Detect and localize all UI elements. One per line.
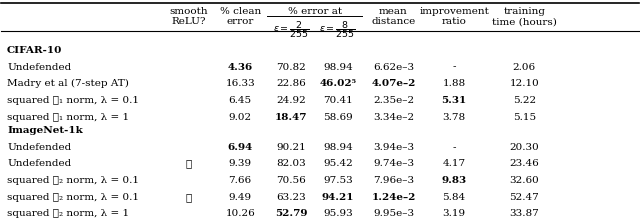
Text: 2.06: 2.06 [513,63,536,72]
Text: 5.31: 5.31 [442,96,467,105]
Text: -: - [452,143,456,152]
Text: 7.66: 7.66 [228,176,252,185]
Text: 16.33: 16.33 [225,79,255,88]
Text: % error at: % error at [287,7,342,16]
Text: 4.07e–2: 4.07e–2 [371,79,415,88]
Text: 9.39: 9.39 [228,159,252,169]
Text: 70.82: 70.82 [276,63,306,72]
Text: 46.02⁵: 46.02⁵ [319,79,356,88]
Text: $\varepsilon = \dfrac{2}{255}$: $\varepsilon = \dfrac{2}{255}$ [273,19,310,40]
Text: -: - [452,63,456,72]
Text: smooth
ReLU?: smooth ReLU? [170,7,209,26]
Text: 6.45: 6.45 [228,96,252,105]
Text: 32.60: 32.60 [509,176,540,185]
Text: 22.86: 22.86 [276,79,306,88]
Text: 9.74e–3: 9.74e–3 [373,159,414,169]
Text: ImageNet-1k: ImageNet-1k [7,126,83,135]
Text: 9.83: 9.83 [442,176,467,185]
Text: Madry et al (7-step AT): Madry et al (7-step AT) [7,79,129,88]
Text: 5.15: 5.15 [513,112,536,121]
Text: squared ℓ₂ norm, λ = 0.1: squared ℓ₂ norm, λ = 0.1 [7,193,139,202]
Text: 9.95e–3: 9.95e–3 [373,209,414,218]
Text: 10.26: 10.26 [225,209,255,218]
Text: 94.21: 94.21 [322,193,354,202]
Text: improvement
ratio: improvement ratio [419,7,489,26]
Text: mean
distance: mean distance [371,7,415,26]
Text: 6.94: 6.94 [228,143,253,152]
Text: % clean
error: % clean error [220,7,260,26]
Text: squared ℓ₂ norm, λ = 0.1: squared ℓ₂ norm, λ = 0.1 [7,176,139,185]
Text: 23.46: 23.46 [509,159,540,169]
Text: 6.62e–3: 6.62e–3 [373,63,414,72]
Text: 3.78: 3.78 [442,112,466,121]
Text: 95.93: 95.93 [323,209,353,218]
Text: 1.24e–2: 1.24e–2 [371,193,415,202]
Text: CIFAR-10: CIFAR-10 [7,46,63,55]
Text: 3.19: 3.19 [442,209,466,218]
Text: 52.79: 52.79 [275,209,307,218]
Text: 98.94: 98.94 [323,63,353,72]
Text: 58.69: 58.69 [323,112,353,121]
Text: 9.49: 9.49 [228,193,252,202]
Text: 5.84: 5.84 [442,193,466,202]
Text: 33.87: 33.87 [509,209,540,218]
Text: squared ℓ₁ norm, λ = 1: squared ℓ₁ norm, λ = 1 [7,112,129,121]
Text: 5.22: 5.22 [513,96,536,105]
Text: squared ℓ₁ norm, λ = 0.1: squared ℓ₁ norm, λ = 0.1 [7,96,139,105]
Text: Undefended: Undefended [7,63,71,72]
Text: 97.53: 97.53 [323,176,353,185]
Text: 90.21: 90.21 [276,143,306,152]
Text: 18.47: 18.47 [275,112,307,121]
Text: 82.03: 82.03 [276,159,306,169]
Text: Undefended: Undefended [7,143,71,152]
Text: ✓: ✓ [186,159,192,169]
Text: 12.10: 12.10 [509,79,540,88]
Text: 20.30: 20.30 [509,143,540,152]
Text: 3.94e–3: 3.94e–3 [373,143,414,152]
Text: 52.47: 52.47 [509,193,540,202]
Text: 4.36: 4.36 [228,63,253,72]
Text: $\varepsilon = \dfrac{8}{255}$: $\varepsilon = \dfrac{8}{255}$ [319,19,356,40]
Text: 2.35e–2: 2.35e–2 [373,96,414,105]
Text: 1.88: 1.88 [442,79,466,88]
Text: 4.17: 4.17 [442,159,466,169]
Text: 70.41: 70.41 [323,96,353,105]
Text: training
time (hours): training time (hours) [492,7,557,26]
Text: 3.34e–2: 3.34e–2 [373,112,414,121]
Text: 9.02: 9.02 [228,112,252,121]
Text: 70.56: 70.56 [276,176,306,185]
Text: 63.23: 63.23 [276,193,306,202]
Text: squared ℓ₂ norm, λ = 1: squared ℓ₂ norm, λ = 1 [7,209,129,218]
Text: 95.42: 95.42 [323,159,353,169]
Text: Undefended: Undefended [7,159,71,169]
Text: 24.92: 24.92 [276,96,306,105]
Text: 7.96e–3: 7.96e–3 [373,176,414,185]
Text: ✓: ✓ [186,193,192,202]
Text: 98.94: 98.94 [323,143,353,152]
